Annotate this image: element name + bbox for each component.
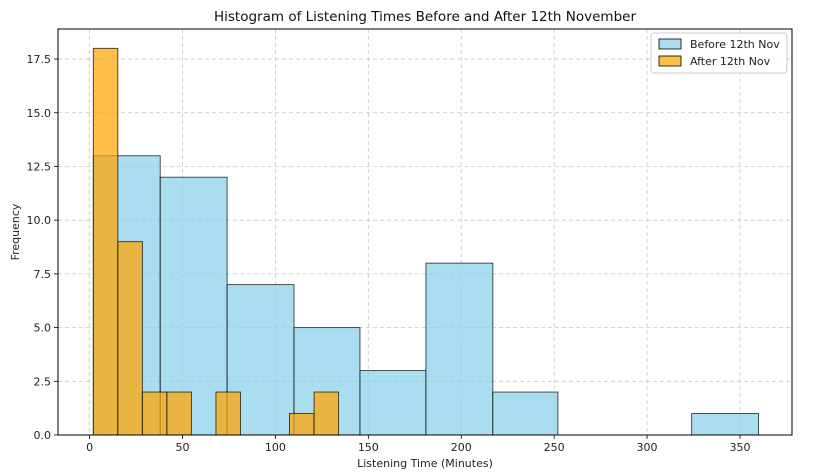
bar-after — [289, 413, 315, 436]
x-axis-label: Listening Time (Minutes) — [357, 457, 493, 470]
bar-after — [215, 391, 241, 436]
chart-title: Histogram of Listening Times Before and … — [214, 9, 636, 25]
bar-before — [425, 262, 494, 436]
bar-after — [313, 391, 340, 436]
x-tick-label: 50 — [176, 441, 190, 454]
legend-swatch-after — [658, 55, 682, 67]
x-axis-ticks: 0 50 100 150 200 250 300 350 — [86, 435, 750, 454]
bars — [92, 47, 760, 436]
bar-after — [117, 241, 143, 436]
y-axis-label: Frequency — [9, 203, 22, 260]
x-tick-label: 150 — [358, 441, 379, 454]
y-tick-label: 12.5 — [27, 160, 52, 173]
bar-after — [166, 391, 192, 436]
y-axis-ticks: 0.0 2.5 5.0 7.5 10.0 12.5 15.0 17.5 — [27, 53, 58, 442]
x-tick-label: 200 — [451, 441, 472, 454]
y-tick-label: 5.0 — [34, 322, 52, 335]
bar-before — [359, 370, 427, 436]
legend-box — [650, 32, 788, 74]
legend-swatch-before — [658, 38, 682, 50]
y-tick-label: 0.0 — [34, 429, 52, 442]
x-tick-label: 100 — [265, 441, 286, 454]
y-tick-label: 17.5 — [27, 53, 52, 66]
bar-before — [492, 391, 559, 436]
legend: Before 12th Nov After 12th Nov — [650, 32, 788, 74]
legend-label-after: After 12th Nov — [690, 55, 771, 68]
legend-label-before: Before 12th Nov — [690, 38, 780, 51]
bar-before — [691, 413, 760, 436]
bar-after — [141, 391, 168, 436]
bar-after — [92, 47, 119, 436]
x-tick-label: 350 — [729, 441, 750, 454]
x-tick-label: 300 — [637, 441, 658, 454]
y-tick-label: 15.0 — [27, 107, 52, 120]
y-tick-label: 7.5 — [34, 268, 52, 281]
plot-frame — [57, 28, 793, 436]
y-tick-label: 10.0 — [27, 214, 52, 227]
y-tick-label: 2.5 — [34, 375, 52, 388]
x-tick-label: 250 — [544, 441, 565, 454]
x-tick-label: 0 — [86, 441, 93, 454]
